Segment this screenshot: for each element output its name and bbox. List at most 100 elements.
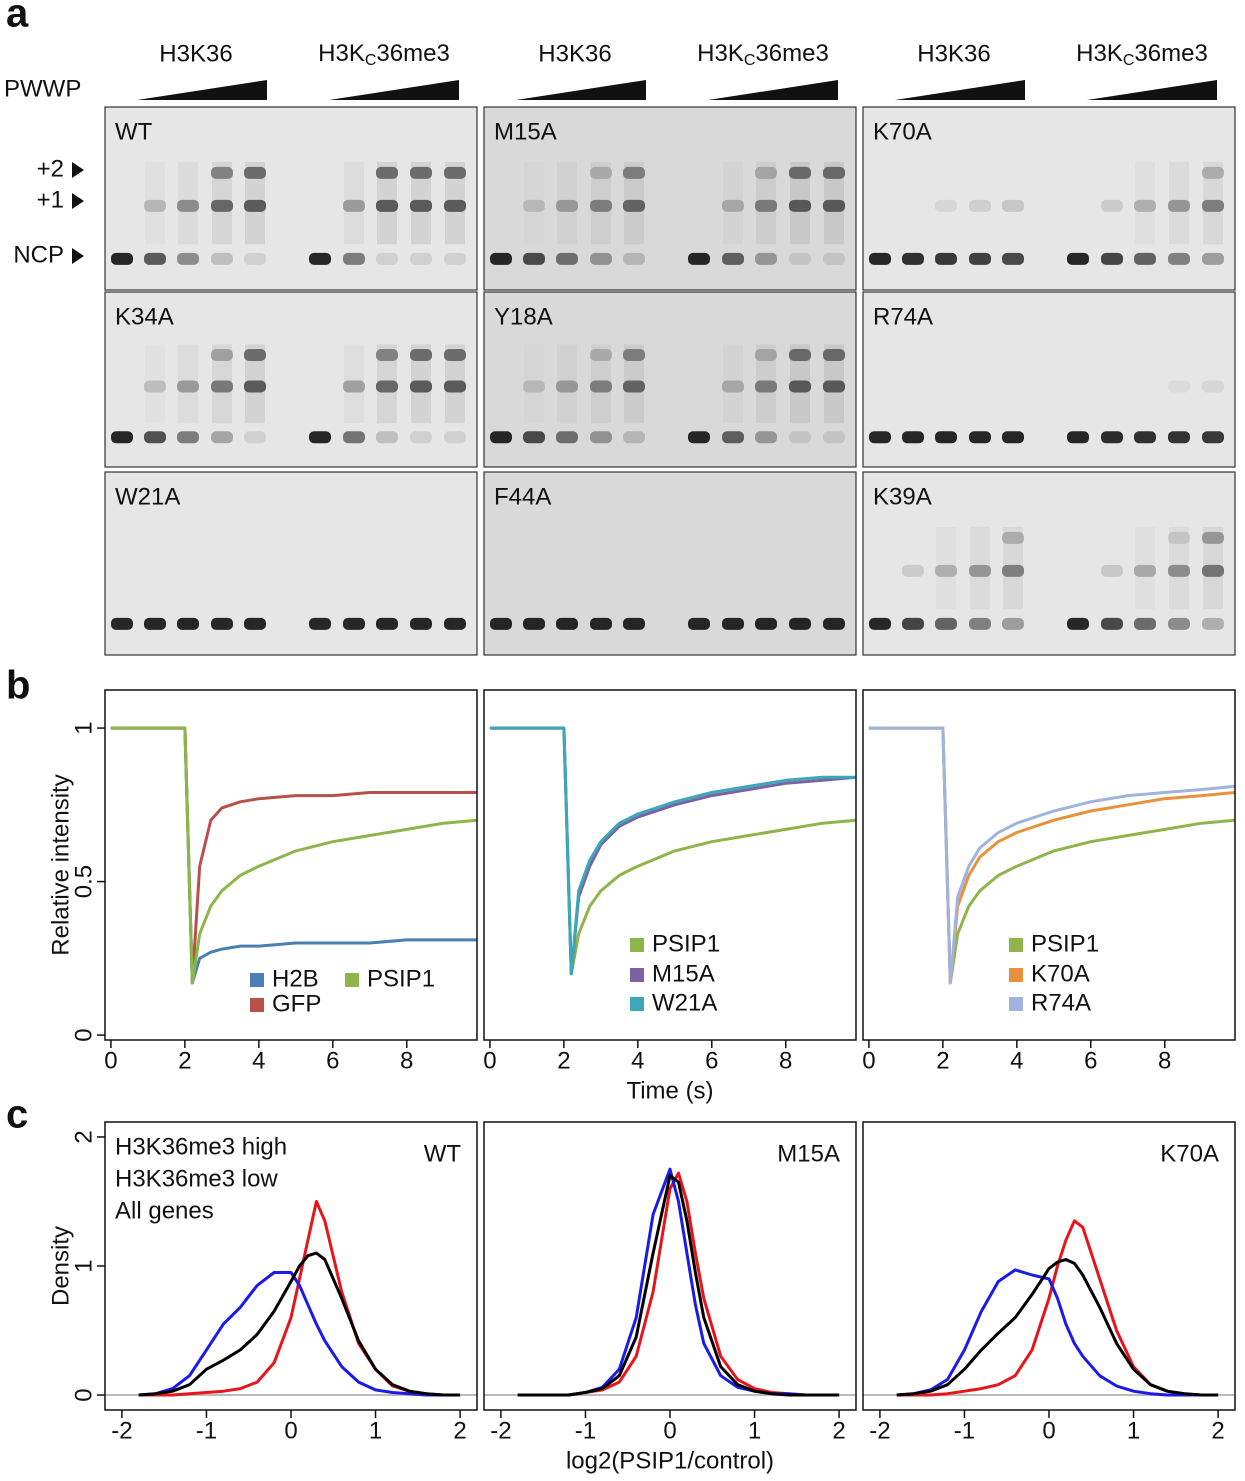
chart-title: M15A — [777, 1140, 840, 1167]
shift-band — [244, 166, 266, 179]
shift-band — [1202, 380, 1224, 393]
panel-label: a — [6, 0, 29, 36]
smear — [178, 344, 198, 424]
ncp-band — [1134, 617, 1156, 630]
smear — [411, 344, 431, 424]
ncp-band — [111, 252, 133, 265]
x-tick-label: 6 — [1084, 1047, 1097, 1074]
ncp-band — [969, 252, 991, 265]
legend-swatch — [630, 968, 644, 982]
ncp-band — [1134, 252, 1156, 265]
ncp-band — [490, 431, 512, 444]
shift-band — [1002, 564, 1024, 577]
ncp-band — [490, 252, 512, 265]
x-tick-label: 2 — [832, 1417, 845, 1444]
concentration-wedge — [516, 80, 646, 100]
ncp-band — [556, 617, 578, 630]
shift-band — [755, 349, 777, 361]
x-tick-label: 8 — [400, 1047, 413, 1074]
shift-band — [722, 199, 744, 212]
ncp-band — [410, 617, 432, 630]
ncp-band — [590, 431, 612, 444]
ncp-band — [111, 617, 133, 630]
ncp-band — [144, 431, 166, 444]
shift-band — [823, 380, 845, 393]
label-part: 36me3 — [1134, 40, 1207, 67]
marker-arrow — [72, 248, 84, 264]
legend-label: PSIP1 — [367, 965, 435, 992]
x-tick-label: 4 — [1010, 1047, 1023, 1074]
smear — [344, 344, 364, 424]
x-tick-label: 2 — [178, 1047, 191, 1074]
smear — [723, 161, 743, 245]
marker-label: +1 — [37, 186, 64, 213]
group-label: H3KC36me3 — [318, 40, 450, 69]
ncp-band — [211, 252, 233, 265]
plot-box — [483, 689, 857, 1041]
ncp-band — [789, 252, 811, 265]
label-part: C — [1123, 52, 1135, 69]
shift-band — [1168, 564, 1190, 577]
series-line — [110, 726, 477, 985]
ncp-band — [902, 617, 924, 630]
shift-band — [211, 166, 233, 179]
shift-band — [1101, 199, 1123, 212]
ncp-band — [623, 252, 645, 265]
smear — [212, 344, 232, 424]
shift-band — [902, 564, 924, 577]
smear — [145, 161, 165, 245]
gel — [104, 106, 478, 291]
ncp-band — [1002, 431, 1024, 444]
smear — [591, 161, 611, 245]
legend-label: GFP — [272, 990, 321, 1017]
smear — [524, 161, 544, 245]
ncp-band — [1134, 431, 1156, 444]
shift-band — [789, 349, 811, 361]
x-tick-label: 8 — [779, 1047, 792, 1074]
ncp-band — [211, 617, 233, 630]
shift-band — [410, 349, 432, 361]
shift-band — [211, 380, 233, 393]
shift-band — [376, 380, 398, 393]
legend-label: K70A — [1031, 960, 1090, 987]
pwwp-label: PWWP — [4, 75, 81, 102]
series-line — [896, 1258, 1219, 1397]
ncp-band — [789, 431, 811, 444]
ncp-band — [444, 252, 466, 265]
ncp-band — [1202, 431, 1224, 444]
gel-label: M15A — [494, 118, 557, 145]
series-line — [896, 1268, 1219, 1397]
ncp-band — [755, 252, 777, 265]
ncp-band — [969, 431, 991, 444]
ncp-band — [556, 252, 578, 265]
series-line — [896, 1219, 1219, 1397]
smear — [524, 344, 544, 424]
shift-band — [969, 199, 991, 212]
ncp-band — [490, 617, 512, 630]
ncp-band — [1202, 617, 1224, 630]
ncp-band — [244, 617, 266, 630]
smear — [178, 161, 198, 245]
ncp-band — [688, 617, 710, 630]
smear — [245, 344, 265, 424]
smear — [245, 161, 265, 245]
gel — [862, 291, 1236, 468]
y-tick-label: 0 — [70, 1388, 97, 1401]
shift-band — [1202, 199, 1224, 212]
smear — [824, 161, 844, 245]
shift-band — [590, 380, 612, 393]
concentration-wedge — [895, 80, 1025, 100]
ncp-band — [935, 431, 957, 444]
shift-band — [376, 166, 398, 179]
x-tick-label: 0 — [862, 1047, 875, 1074]
shift-band — [1134, 199, 1156, 212]
gel — [862, 471, 1236, 656]
shift-band — [823, 199, 845, 212]
shift-band — [244, 380, 266, 393]
legend-swatch — [1009, 968, 1023, 982]
ncp-band — [410, 252, 432, 265]
shift-band — [343, 380, 365, 393]
smear — [557, 161, 577, 245]
y-tick-label: 2 — [70, 1130, 97, 1143]
smear — [1135, 526, 1155, 610]
